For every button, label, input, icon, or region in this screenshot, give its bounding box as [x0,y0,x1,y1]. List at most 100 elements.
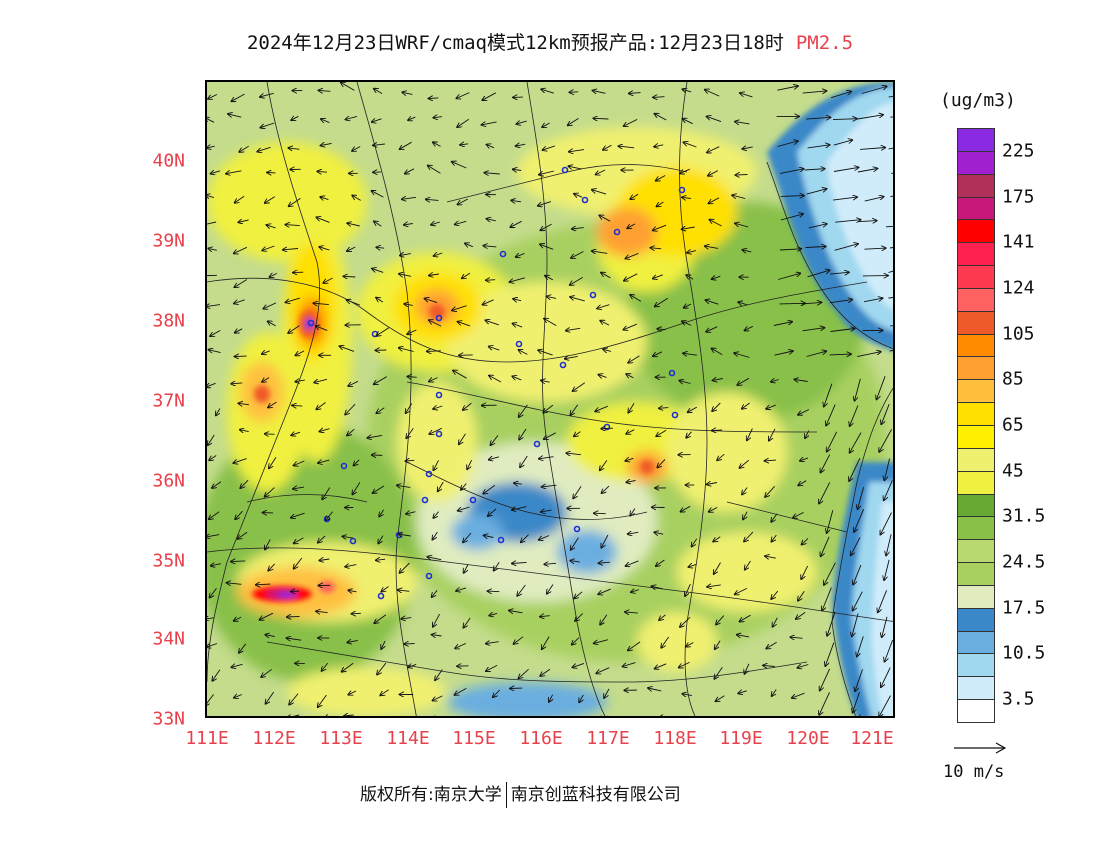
wind-vector [464,564,469,573]
wind-vector [822,587,832,611]
wind-vector [630,508,636,516]
wind-vector [648,688,662,691]
wind-vector [802,538,809,544]
lon-label-119e: 119E [719,728,763,749]
wind-vector [376,247,385,248]
wind-vector [884,559,890,580]
wind-vector [294,460,305,466]
wind-vector [830,329,855,332]
wind-reference-arrow [954,742,1007,754]
legend-tick-label: 141 [1002,231,1035,253]
wind-vector [539,535,550,540]
wind-vector [830,300,852,304]
wind-vector [888,297,893,299]
wind-vector [347,223,360,226]
wind-vector [256,584,271,585]
wind-vector [594,639,609,644]
wind-vector [888,270,893,273]
wind-vector [235,510,243,519]
wind-vector [597,304,610,309]
wind-vector [228,114,242,118]
wind-vector [207,694,214,705]
wind-vector [399,274,411,277]
wind-vector [408,117,416,120]
wind-vector [685,583,691,596]
wind-vector [790,637,803,638]
wind-vector [234,246,248,253]
wind-vector [686,275,694,279]
wind-vector [207,118,215,123]
wind-vector [827,611,836,636]
wind-vector [713,379,723,381]
wind-vector [880,512,892,535]
wind-vector [373,485,385,493]
wind-vector [598,716,608,718]
wind-vector [323,714,328,716]
wind-vector [262,351,270,354]
wind-vector [406,403,413,414]
wind-vector [599,562,611,563]
wind-vector [211,171,221,174]
wind-vector [602,485,610,493]
wind-vector [603,144,612,150]
wind-vector [538,201,552,206]
wind-vector [346,116,358,119]
wind-vector [291,116,299,120]
wind-vector [569,150,585,152]
wind-vector [738,302,748,305]
wind-vector [540,616,550,617]
legend-swatch [957,150,995,175]
wind-vector [547,296,557,298]
wind-vector [216,408,220,416]
wind-vector [625,458,634,461]
legend-swatch [957,539,995,564]
legend-tick-label: 175 [1002,186,1035,208]
wind-vector [656,429,667,436]
wind-vector [265,487,275,497]
wind-vector [544,432,556,439]
wind-vector [739,459,750,468]
wind-vector [207,535,220,538]
wind-vector [821,536,830,557]
wind-vector [512,376,522,380]
wind-vector [886,534,892,555]
wind-vector [686,431,692,438]
wind-vector [595,405,608,411]
wind-vector [688,406,698,412]
legend-swatch [957,173,995,198]
wind-vector [777,273,800,280]
wind-vector [598,588,611,594]
copyright-left: 版权所有:南京大学 [360,785,502,805]
wind-vector-field [207,83,893,718]
wind-vector [541,510,552,512]
wind-vector [830,92,851,99]
legend-tick-label: 31.5 [1002,505,1046,527]
wind-vector [618,146,635,148]
wind-reference-label: 10 m/s [943,762,1005,782]
wind-vector [345,403,356,414]
wind-vector [628,355,640,363]
wind-vector [743,511,747,520]
wind-vector [513,324,523,328]
wind-vector [542,122,550,127]
wind-vector [514,636,524,644]
wind-vector [744,531,754,541]
wind-vector [433,695,443,701]
wind-vector [289,693,299,705]
wind-vector [707,483,718,485]
map-canvas [207,82,893,718]
wind-vector [885,639,893,662]
wind-vector [231,664,243,667]
wind-vector [829,354,851,355]
wind-vector [514,483,522,484]
wind-vector [400,562,410,573]
wind-vector [511,200,522,201]
wind-vector [207,195,214,198]
wind-vector [401,618,412,619]
wind-vector [453,370,467,379]
wind-vector [322,662,329,671]
wind-vector [208,434,215,445]
wind-vector [568,118,579,125]
wind-vector [344,715,354,716]
wind-vector [314,379,328,382]
